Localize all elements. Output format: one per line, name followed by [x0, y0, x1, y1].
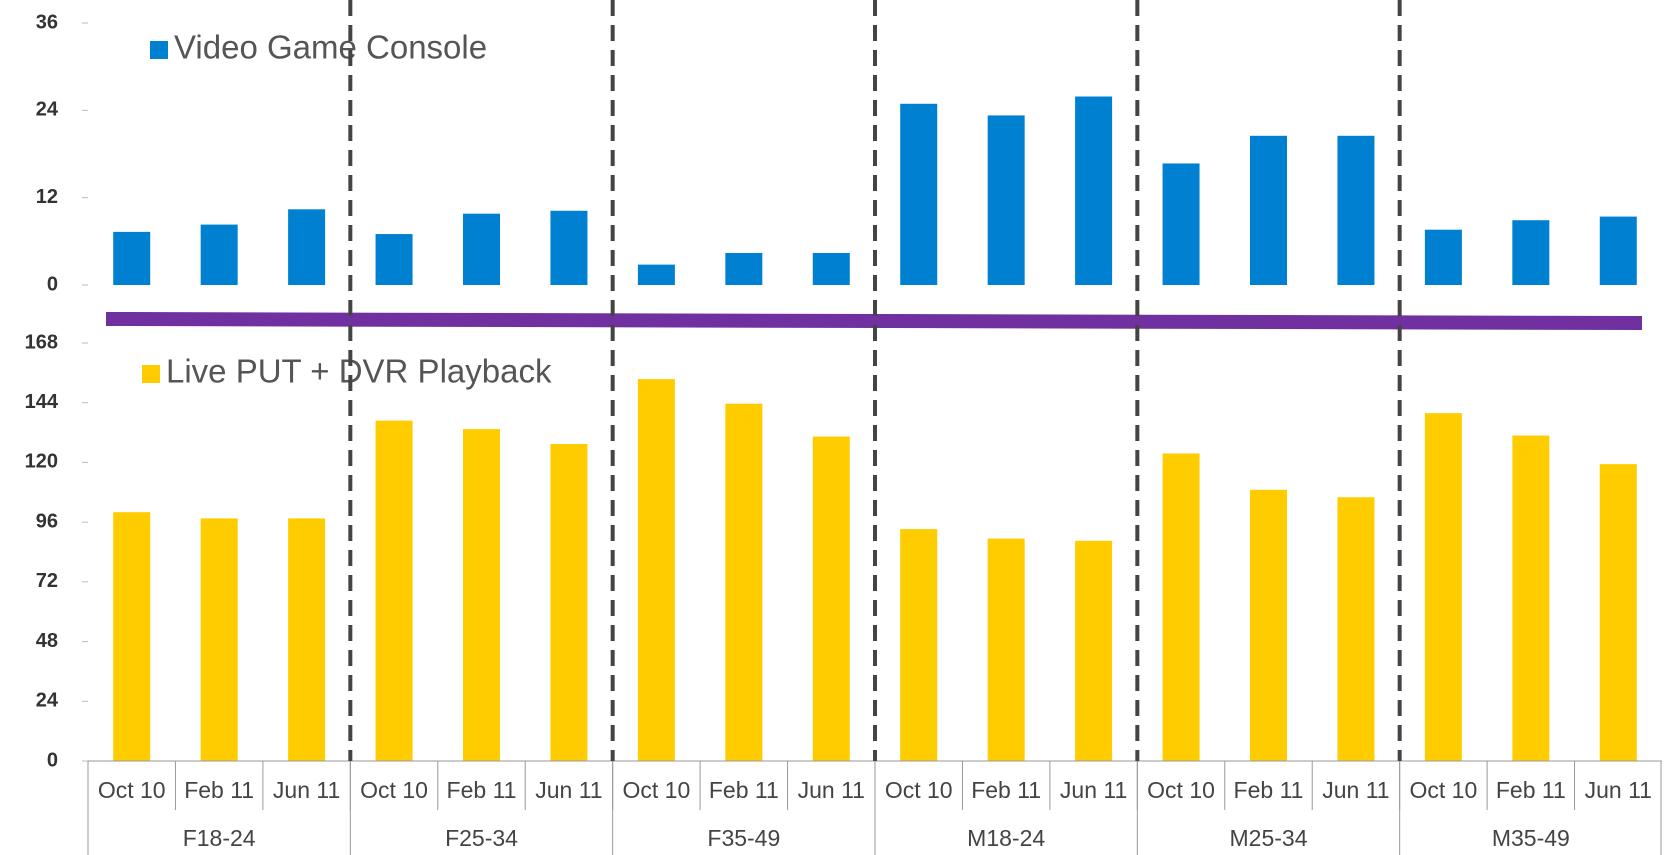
bar	[200, 518, 238, 761]
bar	[375, 234, 413, 285]
y-tick-label: 144	[25, 391, 59, 413]
x-tick-label: Feb 11	[971, 777, 1041, 803]
bar	[288, 518, 326, 761]
bar	[725, 252, 763, 285]
x-tick-label: Oct 10	[885, 777, 953, 803]
x-tick-label: Jun 11	[273, 777, 340, 803]
y-tick-label: 24	[36, 690, 59, 712]
bar	[900, 103, 938, 286]
x-tick-label: Jun 11	[1585, 777, 1652, 803]
x-tick-label: Feb 11	[1234, 777, 1304, 803]
y-tick-label: 72	[36, 570, 58, 592]
bar	[1337, 135, 1375, 285]
bar	[288, 209, 326, 285]
bar	[637, 379, 675, 761]
bar	[725, 403, 763, 761]
group-label: F25-34	[445, 825, 518, 851]
group-label: M35-49	[1492, 825, 1570, 851]
y-tick-label: 12	[36, 186, 58, 208]
legend-swatch	[142, 365, 160, 383]
bar	[1512, 220, 1550, 285]
y-tick-label: 0	[47, 273, 58, 295]
x-tick-label: Feb 11	[184, 777, 254, 803]
x-tick-label: Oct 10	[1410, 777, 1478, 803]
bar	[1599, 464, 1637, 761]
y-tick-label: 0	[47, 749, 58, 771]
bar	[1162, 163, 1200, 285]
divider	[105, 312, 1643, 330]
group-label: F35-49	[707, 825, 780, 851]
group-label: M25-34	[1230, 825, 1308, 851]
bar	[1424, 229, 1462, 285]
bar	[987, 538, 1025, 761]
bar	[812, 252, 850, 285]
bar	[1599, 216, 1637, 285]
bar	[1512, 435, 1550, 761]
y-tick-label: 168	[25, 331, 58, 353]
y-tick-label: 96	[36, 510, 58, 532]
bar	[550, 444, 588, 761]
legend-label: Video Game Console	[174, 29, 487, 66]
bar	[987, 115, 1025, 285]
x-tick-label: Jun 11	[798, 777, 865, 803]
x-tick-label: Feb 11	[1496, 777, 1566, 803]
bar	[200, 224, 238, 285]
y-tick-label: 48	[36, 630, 58, 652]
bar	[1250, 135, 1287, 285]
bar	[900, 529, 938, 761]
bar	[637, 264, 675, 285]
bar	[463, 213, 500, 285]
x-tick-label: Oct 10	[360, 777, 428, 803]
x-tick-label: Oct 10	[98, 777, 166, 803]
x-tick-label: Jun 11	[535, 777, 602, 803]
y-tick-label: 120	[25, 451, 58, 473]
x-tick-label: Jun 11	[1322, 777, 1389, 803]
bar	[1075, 540, 1113, 761]
bar	[1250, 489, 1287, 761]
bar	[550, 210, 588, 285]
legend-swatch	[150, 41, 168, 59]
x-tick-label: Feb 11	[709, 777, 779, 803]
group-label: F18-24	[183, 825, 256, 851]
bar	[463, 429, 500, 761]
x-tick-label: Feb 11	[447, 777, 517, 803]
x-tick-label: Oct 10	[1147, 777, 1215, 803]
bar	[1424, 413, 1462, 761]
x-tick-label: Jun 11	[1060, 777, 1127, 803]
bar	[812, 436, 850, 761]
bar	[113, 512, 151, 761]
bar	[1337, 497, 1375, 761]
legend-label: Live PUT + DVR Playback	[166, 353, 552, 390]
bar	[1075, 96, 1113, 285]
bar	[1162, 453, 1200, 761]
bar	[113, 231, 151, 285]
group-label: M18-24	[967, 825, 1045, 851]
y-tick-label: 24	[36, 99, 59, 121]
bar	[375, 420, 413, 761]
y-tick-label: 36	[36, 11, 58, 33]
x-tick-label: Oct 10	[623, 777, 691, 803]
